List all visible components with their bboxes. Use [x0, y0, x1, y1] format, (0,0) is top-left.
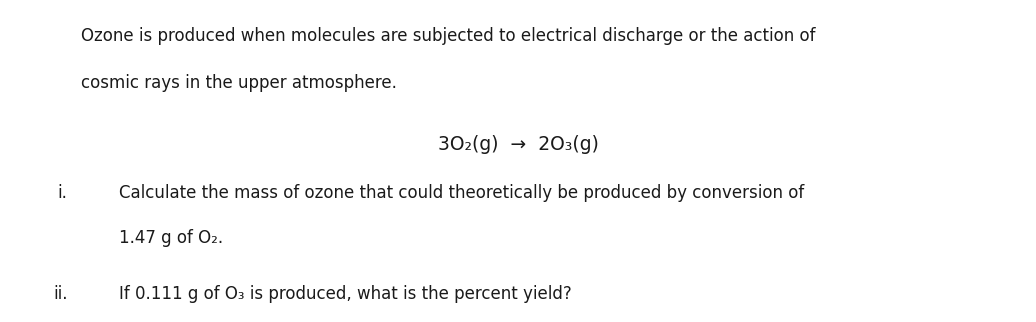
- Text: Calculate the mass of ozone that could theoretically be produced by conversion o: Calculate the mass of ozone that could t…: [119, 184, 804, 202]
- Text: ii.: ii.: [54, 285, 68, 303]
- Text: i.: i.: [57, 184, 67, 202]
- Text: 1.47 g of O₂.: 1.47 g of O₂.: [119, 229, 224, 247]
- Text: Ozone is produced when molecules are subjected to electrical discharge or the ac: Ozone is produced when molecules are sub…: [81, 27, 815, 45]
- Text: 3O₂(g)  →  2O₃(g): 3O₂(g) → 2O₃(g): [437, 135, 599, 154]
- Text: If 0.111 g of O₃ is produced, what is the percent yield?: If 0.111 g of O₃ is produced, what is th…: [119, 285, 572, 303]
- Text: cosmic rays in the upper atmosphere.: cosmic rays in the upper atmosphere.: [81, 74, 397, 92]
